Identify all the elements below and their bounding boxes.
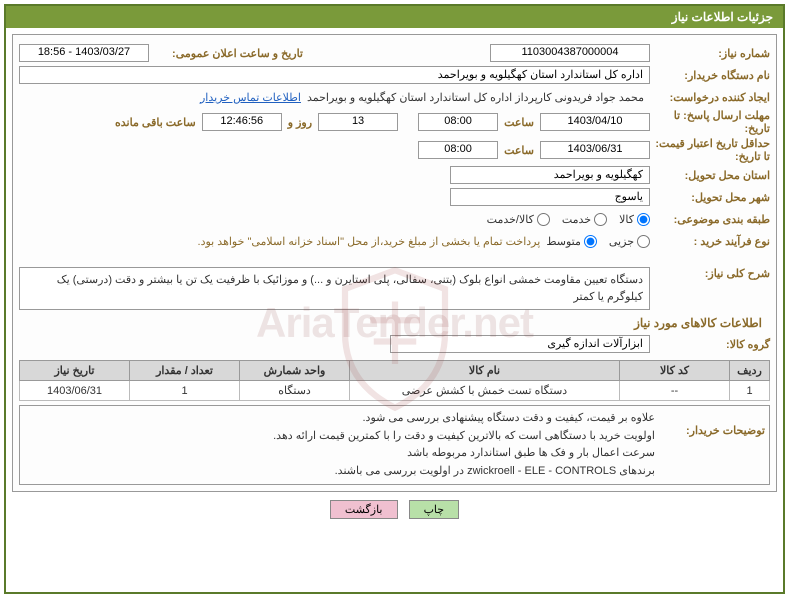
need-number-label: شماره نیاز: [650,47,770,60]
table-header: تاریخ نیاز [20,361,130,381]
radio-khedmat[interactable]: خدمت [562,213,607,226]
table-header: نام کالا [350,361,620,381]
announce-value: 1403/03/27 - 18:56 [19,44,149,62]
delivery-city-label: شهر محل تحویل: [650,191,770,204]
table-row: 1--دستگاه تست خمش با کشش عرضیدستگاه11403… [20,381,770,401]
need-number-value: 1103004387000004 [490,44,650,62]
radio-jozi[interactable]: جزیی [609,235,650,248]
delivery-province-label: استان محل تحویل: [650,169,770,182]
deadline-label: مهلت ارسال پاسخ: تا تاریخ: [650,109,770,135]
goods-group-value: ابزارآلات اندازه گیری [390,335,650,353]
goods-info-title: اطلاعات کالاهای مورد نیاز [19,316,762,330]
delivery-province-value: کهگیلویه و بویراحمد [450,166,650,184]
deadline-days-label: روز و [282,116,318,129]
back-button[interactable]: بازگشت [330,500,398,519]
radio-kala-khedmat[interactable]: کالا/خدمت [487,213,550,226]
table-header: تعداد / مقدار [130,361,240,381]
buyer-org-value: اداره کل استاندارد استان کهگیلویه و بویر… [19,66,650,84]
requester-value: محمد جواد فریدونی کارپرداز اداره کل استا… [307,91,650,104]
deadline-time: 08:00 [418,113,498,131]
buyer-notes-box: توضیحات خریدار: علاوه بر قیمت، کیفیت و د… [19,405,770,485]
deadline-remaining-time: 12:46:56 [202,113,282,131]
goods-group-label: گروه کالا: [650,338,770,351]
table-header: ردیف [730,361,770,381]
buyer-contact-link[interactable]: اطلاعات تماس خریدار [200,91,307,104]
price-validity-label: حداقل تاریخ اعتبار قیمت: تا تاریخ: [650,137,770,163]
purchase-type-note: پرداخت تمام یا بخشی از مبلغ خرید،از محل … [198,235,547,248]
delivery-city-value: یاسوج [450,188,650,206]
buyer-notes-text: علاوه بر قیمت، کیفیت و دقت دستگاه پیشنها… [24,410,655,480]
buyer-org-label: نام دستگاه خریدار: [650,69,770,82]
radio-motavaset[interactable]: متوسط [546,235,597,248]
table-header: واحد شمارش [240,361,350,381]
main-details-box: شماره نیاز: 1103004387000004 تاریخ و ساع… [12,34,777,492]
purchase-type-radios: جزیی متوسط [546,235,650,248]
price-validity-time: 08:00 [418,141,498,159]
general-desc-label: شرح کلی نیاز: [650,267,770,280]
radio-kala[interactable]: کالا [619,213,650,226]
deadline-date: 1403/04/10 [540,113,650,131]
price-validity-time-label: ساعت [498,144,540,157]
buyer-notes-label: توضیحات خریدار: [655,410,765,480]
price-validity-date: 1403/06/31 [540,141,650,159]
deadline-days: 13 [318,113,398,131]
deadline-time-label: ساعت [498,116,540,129]
print-button[interactable]: چاپ [409,500,460,519]
deadline-remaining-label: ساعت باقی مانده [115,116,202,129]
announce-label: تاریخ و ساعت اعلان عمومی: [149,47,309,60]
general-desc-text: دستگاه تعیین مقاومت خمشی انواع بلوک (بتن… [19,267,650,310]
goods-table: ردیفکد کالانام کالاواحد شمارشتعداد / مقد… [19,360,770,401]
subject-class-label: طبقه بندی موضوعی: [650,213,770,226]
page-title: جزئیات اطلاعات نیاز [6,6,783,28]
purchase-type-label: نوع فرآیند خرید : [650,235,770,248]
requester-label: ایجاد کننده درخواست: [650,91,770,104]
table-header: کد کالا [620,361,730,381]
subject-class-radios: کالا خدمت کالا/خدمت [487,213,650,226]
